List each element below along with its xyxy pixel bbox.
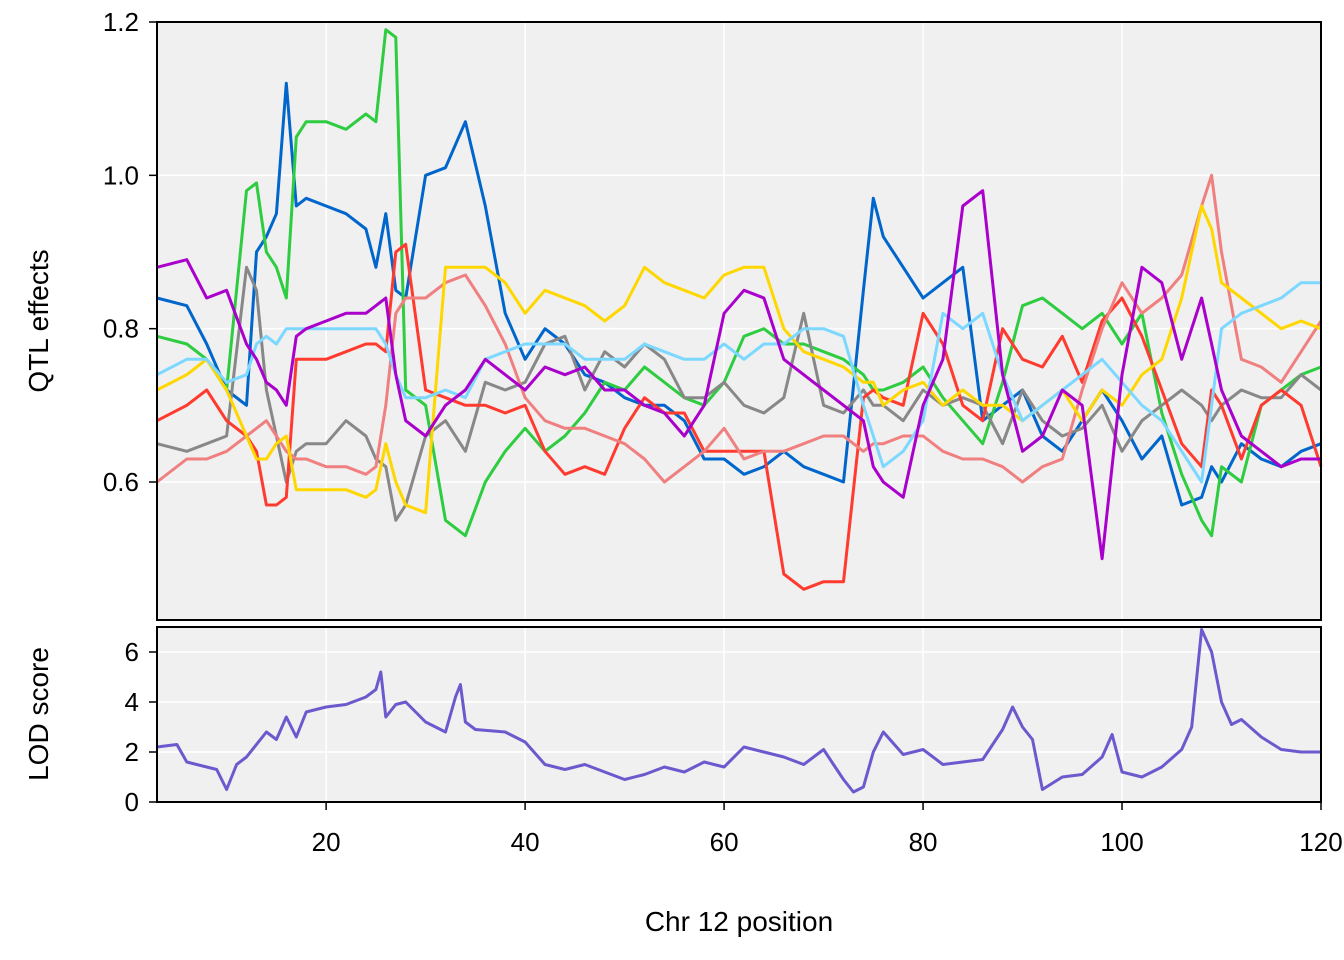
effects-plot-background (157, 22, 1321, 620)
x-tick-label: 60 (710, 827, 739, 857)
effect-series-line-4 (156, 242, 1323, 591)
effect-series-line-3 (156, 265, 1322, 522)
x-tick-label: 80 (909, 827, 938, 857)
lod-y-tick-label: 0 (125, 787, 139, 817)
lod-y-tick-label: 6 (125, 637, 139, 667)
effects-y-tick-label: 0.6 (103, 467, 139, 497)
lod-y-tick-label: 2 (125, 737, 139, 767)
lod-y-axis: 0 2 4 6 (125, 637, 157, 817)
effects-y-tick-label: 0.8 (103, 314, 139, 344)
lod-plot-frame (156, 626, 1322, 803)
effects-y-tick-label: 1.0 (103, 160, 139, 190)
x-axis-title: Chr 12 position (645, 906, 833, 937)
effects-y-axis: 0.6 0.8 1.0 1.2 (103, 7, 157, 497)
effects-y-tick-label: 1.2 (103, 7, 139, 37)
effects-panel: 0.6 0.8 1.0 1.2 QTL effects (23, 7, 1323, 621)
effect-series-line-1 (156, 81, 1322, 507)
lod-y-tick-label: 4 (125, 687, 139, 717)
effect-series-line-8 (156, 189, 1321, 561)
effects-y-axis-title: QTL effects (23, 249, 54, 392)
lod-panel: 0 2 4 6 LOD score (23, 626, 1322, 817)
effect-series-line-5 (156, 173, 1323, 484)
x-tick-label: 40 (511, 827, 540, 857)
effect-series-line-7 (156, 281, 1321, 484)
x-tick-label: 100 (1100, 827, 1143, 857)
x-tick-label: 120 (1299, 827, 1342, 857)
effects-plot-frame (156, 21, 1322, 621)
x-axis: 20 40 60 80 100 120 (312, 802, 1343, 857)
x-tick-label: 20 (312, 827, 341, 857)
effect-series-line-2 (156, 28, 1322, 538)
lod-series-group (156, 628, 1321, 794)
effects-series-group (156, 28, 1323, 591)
effect-series-line-6 (156, 204, 1322, 515)
lod-y-axis-title: LOD score (23, 647, 54, 781)
lod-series-line (156, 628, 1321, 794)
